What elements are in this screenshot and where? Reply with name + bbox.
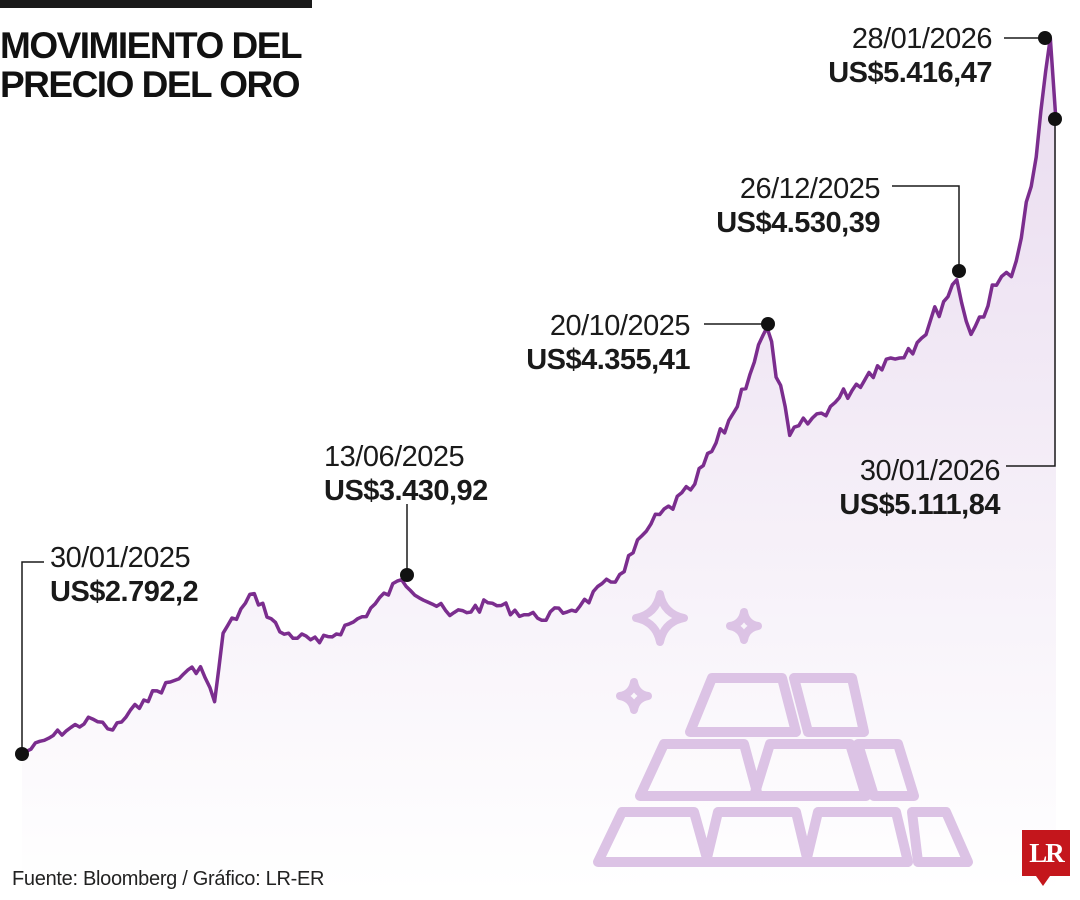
annotation-date: 30/01/2025 [50,542,190,574]
annotation-value: US$5.416,47 [828,57,992,89]
data-point-marker [952,264,966,278]
annotation-leader [892,185,960,271]
chart-title-line-1: MOVIMIENTO DEL [0,25,303,66]
data-point-marker [15,747,29,761]
data-point-marker [761,317,775,331]
annotation-value: US$3.430,92 [324,475,488,507]
data-point-marker [1038,31,1052,45]
annotation-value: US$4.530,39 [716,207,880,239]
annotation-leader [1006,119,1056,467]
annotation-date: 26/12/2025 [740,173,880,205]
annotation-value: US$2.792,2 [50,576,198,608]
source-credit: Fuente: Bloomberg / Gráfico: LR-ER [12,868,325,890]
lr-logo-tail [1036,876,1050,886]
sparkle-icon [616,590,762,714]
lr-logo: LR [1022,830,1070,876]
annotation-date: 30/01/2026 [860,455,1000,487]
annotation-date: 28/01/2026 [852,23,992,55]
annotation-leader [21,561,44,754]
annotation-date: 20/10/2025 [550,310,690,342]
top-rule [0,0,312,8]
chart-title-line-2: PRECIO DEL ORO [0,64,301,105]
data-point-marker [1048,112,1062,126]
price-line [20,36,1058,756]
gold-bars-icon [593,673,973,867]
annotation-date: 13/06/2025 [324,441,464,473]
data-point-marker [400,568,414,582]
annotation-value: US$5.111,84 [839,489,1000,521]
annotation-value: US$4.355,41 [526,344,690,376]
chart-title: MOVIMIENTO DEL PRECIO DEL ORO [0,25,303,105]
